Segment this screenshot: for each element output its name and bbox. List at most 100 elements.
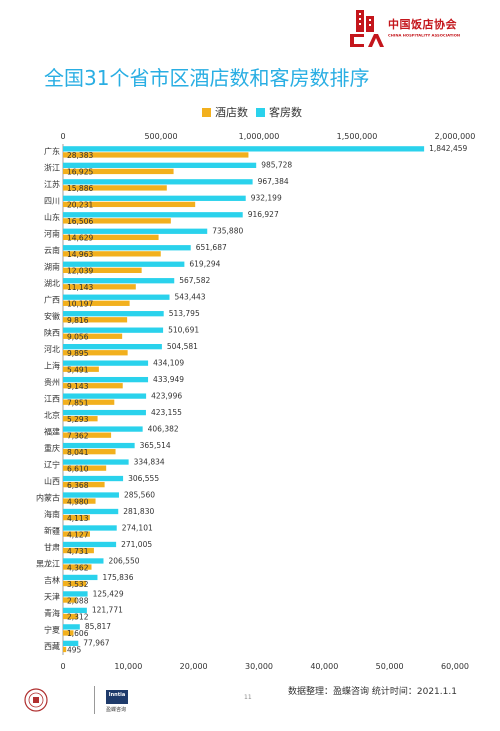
bar-rooms bbox=[63, 640, 79, 647]
data-label-hotels: 2,312 bbox=[67, 613, 89, 622]
bar-hotels bbox=[63, 481, 105, 488]
data-label-rooms: 334,834 bbox=[134, 457, 165, 466]
bar-hotels bbox=[63, 498, 96, 504]
category-label: 青海 bbox=[44, 608, 60, 618]
data-label-rooms: 365,514 bbox=[140, 441, 171, 450]
data-label-hotels: 11,143 bbox=[67, 283, 93, 292]
bar-rooms bbox=[63, 459, 129, 465]
data-label-rooms: 285,560 bbox=[124, 490, 155, 499]
bottom-axis-tick-label: 10,000 bbox=[114, 662, 142, 671]
data-label-hotels: 4,113 bbox=[67, 514, 89, 523]
bar-rooms bbox=[63, 508, 119, 515]
bar-rooms bbox=[63, 327, 164, 333]
bar-hotels bbox=[63, 267, 142, 273]
data-label-hotels: 7,851 bbox=[67, 398, 89, 407]
data-label-rooms: 125,429 bbox=[93, 589, 124, 598]
bar-hotels bbox=[63, 284, 136, 290]
inntia-logo-icon bbox=[106, 690, 128, 704]
data-label-hotels: 10,197 bbox=[67, 300, 93, 309]
legend-label-hotels: 酒店数 bbox=[215, 106, 248, 119]
chart-legend: 酒店数 客房数 bbox=[202, 104, 310, 120]
category-label: 北京 bbox=[44, 410, 60, 420]
data-label-rooms: 1,842,459 bbox=[429, 144, 467, 153]
bar-hotels bbox=[63, 251, 161, 257]
bar-rooms bbox=[63, 607, 87, 614]
data-label-hotels: 5,293 bbox=[67, 415, 89, 424]
bar-hotels bbox=[63, 547, 94, 554]
data-label-hotels: 8,041 bbox=[67, 448, 89, 457]
brand-subtitle: CHINA HOSPITALITY ASSOCIATION bbox=[388, 33, 461, 38]
data-label-rooms: 85,817 bbox=[85, 622, 111, 631]
data-label-rooms: 306,555 bbox=[128, 474, 159, 483]
data-label-hotels: 5,491 bbox=[67, 365, 89, 374]
data-label-hotels: 3,532 bbox=[67, 580, 89, 589]
bottom-axis-tick-label: 20,000 bbox=[180, 662, 208, 671]
data-label-hotels: 14,963 bbox=[67, 250, 93, 259]
data-label-rooms: 433,949 bbox=[153, 375, 184, 384]
bar-hotels bbox=[63, 564, 92, 570]
data-label-rooms: 510,691 bbox=[168, 326, 199, 335]
legend-item-hotels: 酒店数 bbox=[202, 104, 248, 120]
data-label-hotels: 16,506 bbox=[67, 217, 93, 226]
bar-rooms bbox=[63, 442, 135, 449]
bar-hotels bbox=[63, 366, 99, 372]
footer-divider bbox=[94, 686, 95, 714]
legend-label-rooms: 客房数 bbox=[269, 106, 302, 119]
bar-hotels bbox=[63, 531, 90, 537]
data-label-rooms: 567,582 bbox=[179, 276, 210, 285]
data-label-hotels: 4,362 bbox=[67, 563, 89, 572]
bar-hotels bbox=[63, 152, 249, 158]
bar-rooms bbox=[63, 311, 164, 317]
bar-rooms bbox=[63, 212, 243, 218]
bar-rooms bbox=[63, 261, 185, 267]
data-label-hotels: 14,629 bbox=[67, 234, 93, 243]
bar-rooms bbox=[63, 294, 170, 300]
category-label: 海南 bbox=[44, 509, 60, 519]
data-label-hotels: 9,143 bbox=[67, 382, 89, 391]
data-label-rooms: 932,199 bbox=[251, 194, 282, 203]
category-label: 山东 bbox=[44, 212, 60, 222]
category-label: 内蒙古 bbox=[36, 492, 60, 502]
data-label-hotels: 2,088 bbox=[67, 596, 89, 605]
brand-logo-icon bbox=[350, 10, 384, 47]
bar-hotels bbox=[63, 580, 87, 587]
bar-hotels bbox=[63, 416, 98, 422]
data-label-hotels: 12,039 bbox=[67, 267, 93, 276]
bar-hotels bbox=[63, 597, 77, 603]
bar-hotels bbox=[63, 646, 67, 653]
data-label-hotels: 1,606 bbox=[67, 629, 89, 638]
data-label-rooms: 274,101 bbox=[122, 523, 153, 532]
data-label-rooms: 967,384 bbox=[258, 177, 289, 186]
data-label-hotels: 6,368 bbox=[67, 481, 89, 490]
data-label-hotels: 16,925 bbox=[67, 168, 93, 177]
bar-rooms bbox=[63, 393, 147, 399]
bar-rooms bbox=[63, 475, 124, 482]
data-label-rooms: 651,687 bbox=[196, 243, 227, 252]
category-label: 浙江 bbox=[44, 163, 60, 173]
bar-rooms bbox=[63, 574, 98, 581]
footer-logos: Inntia 盈蝶咨询 bbox=[20, 686, 150, 716]
inntia-logo-word: Inntia bbox=[108, 692, 126, 698]
category-label: 江西 bbox=[44, 395, 60, 404]
data-label-hotels: 20,231 bbox=[67, 201, 93, 210]
data-label-hotels: 7,362 bbox=[67, 431, 89, 440]
data-label-rooms: 423,996 bbox=[151, 391, 182, 400]
bar-rooms bbox=[63, 591, 88, 597]
data-label-hotels: 4,980 bbox=[67, 497, 89, 506]
data-label-hotels: 495 bbox=[67, 646, 82, 655]
page-number: 11 bbox=[244, 694, 252, 701]
data-label-rooms: 619,294 bbox=[189, 260, 220, 269]
data-label-hotels: 28,383 bbox=[67, 151, 93, 160]
category-label: 河北 bbox=[44, 344, 60, 354]
category-label: 山西 bbox=[44, 476, 60, 486]
data-label-hotels: 9,895 bbox=[67, 349, 89, 358]
data-label-hotels: 15,886 bbox=[67, 184, 93, 193]
bar-hotels bbox=[63, 399, 115, 405]
legend-swatch-rooms bbox=[256, 107, 265, 117]
bar-hotels bbox=[63, 218, 171, 224]
university-seal-icon bbox=[24, 688, 48, 712]
bar-hotels bbox=[63, 234, 159, 241]
top-axis-tick-label: 2,000,000 bbox=[435, 132, 476, 141]
bar-rooms bbox=[63, 624, 80, 630]
